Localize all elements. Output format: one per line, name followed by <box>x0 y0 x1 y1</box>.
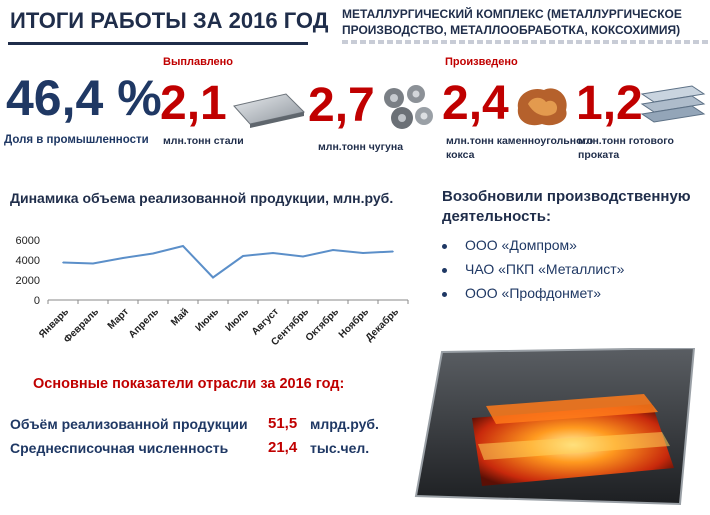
steel-furnace-photo <box>414 348 696 506</box>
x-tick-label: Май <box>169 306 191 328</box>
kpi-label: Объём реализованной продукции <box>10 416 248 432</box>
iron-value: 2,7 <box>308 79 375 132</box>
coke-caption: млн.тонн каменноугольного кокса <box>446 135 594 161</box>
bullet-icon <box>442 243 447 249</box>
page-subtitle: МЕТАЛЛУРГИЧЕСКИЙ КОМПЛЕКС (МЕТАЛЛУРГИЧЕС… <box>342 7 682 37</box>
data-point <box>392 250 394 253</box>
kpi-value-sales: 51,5 <box>268 415 298 432</box>
data-point <box>212 276 214 279</box>
kpi-unit-sales: млрд.руб. <box>310 416 379 432</box>
list-item: ЧАО «ПКП «Металлист» <box>442 257 624 281</box>
title-underline <box>8 42 308 45</box>
list-item: ООО «Домпром» <box>442 233 624 257</box>
kpi-label: Среднесписочная численность <box>10 440 229 456</box>
x-tick-label: Декабрь <box>363 306 401 344</box>
data-point <box>152 252 154 255</box>
bullet-icon <box>442 291 447 297</box>
industry-share-value: 46,4 % <box>6 70 162 126</box>
rolled-value: 1,2 <box>576 77 643 130</box>
subtitle-divider <box>342 40 708 44</box>
steel-caption: млн.тонн стали <box>163 135 244 147</box>
x-tick-label: Июнь <box>194 306 222 334</box>
kpi-row-sales: Объём реализованной продукции <box>10 416 248 432</box>
page-title: ИТОГИ РАБОТЫ ЗА 2016 ГОД <box>10 8 329 33</box>
rolled-caption: млн.тонн готового проката <box>578 135 674 161</box>
steel-value: 2,1 <box>160 77 227 130</box>
coke-image <box>517 88 567 126</box>
kpi-title: Основные показатели отрасли за 2016 год: <box>33 376 345 392</box>
coke-value: 2,4 <box>442 77 509 130</box>
x-tick-label: Октябрь <box>303 306 341 344</box>
steel-sheet-image <box>233 93 305 128</box>
resumed-list: ООО «Домпром» ЧАО «ПКП «Металлист» ООО «… <box>442 233 624 305</box>
y-tick-label: 6000 <box>16 235 40 247</box>
x-tick-label: Июль <box>224 306 252 334</box>
iron-pipes-image <box>384 85 433 129</box>
industry-share-caption: Доля в промышленности <box>4 134 149 146</box>
produced-label: Произведено <box>445 56 518 68</box>
y-tick-label: 2000 <box>16 275 40 287</box>
x-tick-label: Март <box>106 306 131 331</box>
x-tick-label: Апрель <box>127 306 161 340</box>
data-point <box>92 262 94 265</box>
rolled-pipes-image <box>640 85 706 123</box>
kpi-unit-staff: тыс.чел. <box>310 440 370 456</box>
data-point <box>332 249 334 251</box>
kpi-row-staff: Среднесписочная численность <box>10 440 228 456</box>
list-item: ООО «Профдонмет» <box>442 281 624 305</box>
y-tick-label: 4000 <box>16 255 40 267</box>
iron-caption: млн.тонн чугуна <box>318 141 404 153</box>
series-line <box>62 244 394 279</box>
resumed-title: Возобновили производственную деятельност… <box>442 188 691 225</box>
data-point <box>62 261 64 264</box>
data-point <box>302 255 304 258</box>
bullet-icon <box>442 267 447 273</box>
data-point <box>122 257 124 259</box>
data-point <box>242 255 244 257</box>
y-tick-label: 0 <box>34 295 40 307</box>
data-point <box>272 252 274 254</box>
data-point <box>182 245 184 247</box>
kpi-value-staff: 21,4 <box>268 439 298 456</box>
data-point <box>362 252 364 254</box>
chart-title: Динамика объема реализованной продукции,… <box>10 190 394 206</box>
smelted-label: Выплавлено <box>163 56 234 68</box>
